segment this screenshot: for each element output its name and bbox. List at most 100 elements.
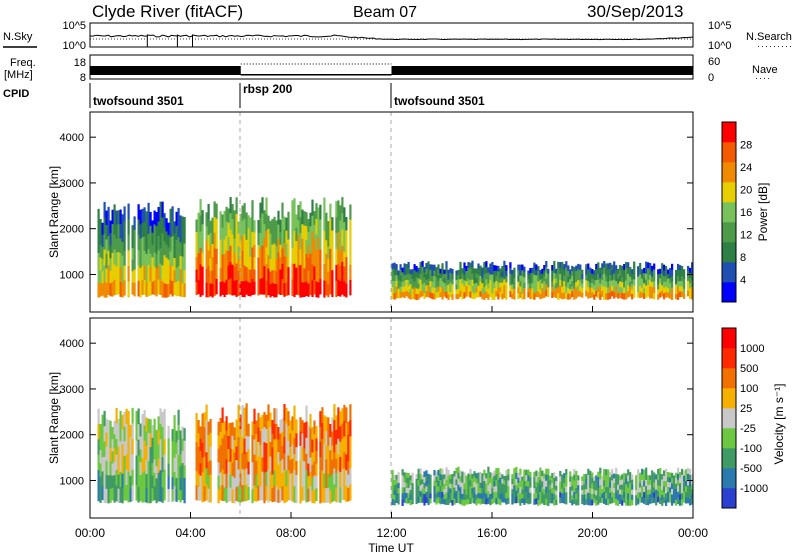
velocity-cell — [507, 480, 510, 487]
power-cell — [143, 250, 146, 266]
power-cell — [209, 270, 212, 284]
power-cell — [147, 249, 150, 266]
velocity-cell — [243, 454, 246, 471]
velocity-cell — [137, 471, 140, 487]
power-cell — [179, 255, 182, 270]
power-cell — [297, 234, 300, 251]
power-cell — [431, 287, 434, 294]
power-cell — [245, 280, 248, 295]
velocity-cell — [267, 437, 270, 454]
power-cell — [461, 293, 464, 300]
velocity-cell — [105, 460, 108, 476]
power-colorbar-tick-0: 28 — [740, 140, 752, 152]
velocity-cell — [195, 470, 198, 486]
power-cell — [283, 256, 286, 271]
power-cell — [301, 224, 304, 240]
velocity-cell — [247, 461, 250, 475]
velocity-cell — [523, 469, 526, 476]
power-cell — [619, 275, 622, 282]
power-cell — [179, 282, 182, 297]
velocity-cell — [479, 482, 482, 489]
power-cell — [395, 292, 398, 299]
power-cell — [141, 265, 144, 281]
power-cell — [199, 199, 202, 216]
velocity-cell — [285, 423, 288, 440]
power-cell — [653, 281, 656, 288]
velocity-cell — [115, 423, 118, 440]
power-cell — [175, 253, 178, 269]
power-cell — [435, 292, 438, 299]
velocity-cell — [665, 499, 668, 506]
velocity-colorbar-tick-4: -25 — [740, 423, 756, 435]
power-cell — [563, 281, 566, 288]
power-cell — [229, 229, 232, 247]
velocity-cell — [543, 478, 546, 485]
power-cell — [175, 267, 178, 283]
velocity-cell — [677, 473, 680, 481]
power-cell — [437, 291, 440, 298]
power-cell — [267, 268, 270, 282]
power-cell — [611, 285, 614, 292]
velocity-cell — [525, 486, 528, 493]
power-cell — [653, 287, 656, 294]
velocity-cell — [395, 479, 398, 485]
velocity-cell — [483, 481, 486, 488]
velocity-cell — [673, 498, 676, 504]
velocity-cell — [253, 485, 256, 502]
velocity-cell — [661, 489, 664, 496]
velocity-cell — [605, 481, 608, 488]
power-cell — [645, 291, 648, 298]
power-cell — [585, 269, 588, 276]
velocity-cell — [233, 477, 236, 491]
power-cell — [331, 230, 334, 245]
power-cell — [547, 278, 550, 284]
power-cell — [497, 293, 500, 300]
power-cell — [691, 274, 694, 281]
velocity-cell — [177, 439, 180, 456]
power-cell — [649, 286, 652, 293]
velocity-cell — [485, 483, 488, 489]
velocity-cell — [639, 472, 642, 479]
power-cell — [429, 269, 432, 276]
velocity-cell — [523, 492, 526, 499]
velocity-cell — [643, 469, 646, 476]
velocity-cell — [545, 474, 548, 482]
velocity-cell — [349, 484, 352, 501]
power-cell — [319, 219, 322, 235]
velocity-cell — [525, 469, 528, 476]
velocity-cell — [239, 458, 242, 474]
velocity-cell — [219, 459, 222, 473]
power-cell — [469, 262, 472, 269]
velocity-cell — [449, 483, 452, 489]
power-cell — [293, 247, 296, 265]
power-cell — [671, 269, 674, 277]
power-cell — [277, 266, 280, 281]
velocity-cell — [615, 486, 618, 493]
velocity-cell — [647, 499, 650, 506]
velocity-cell — [689, 474, 692, 482]
velocity-cell — [229, 474, 232, 489]
velocity-cell — [401, 475, 404, 482]
velocity-cell — [661, 500, 664, 506]
velocity-cell — [555, 499, 558, 505]
velocity-cell — [273, 485, 276, 502]
power-cell — [413, 293, 416, 300]
velocity-cell — [523, 498, 526, 505]
power-cell — [565, 267, 568, 275]
beam-label: Beam 07 — [353, 4, 417, 21]
power-cell — [225, 236, 228, 251]
power-cell — [153, 238, 156, 253]
power-cell — [599, 294, 602, 300]
velocity-cell — [657, 496, 660, 503]
power-cell — [111, 224, 114, 239]
power-cell — [429, 286, 432, 293]
velocity-ylabel: Slant Range [km] — [47, 372, 61, 464]
power-cell — [343, 266, 346, 282]
velocity-cell — [123, 456, 126, 472]
velocity-cell — [563, 498, 566, 504]
velocity-cell — [139, 475, 142, 489]
power-cell — [501, 288, 504, 294]
power-cell — [597, 280, 600, 287]
velocity-cell — [281, 445, 284, 460]
velocity-cell — [601, 484, 604, 490]
